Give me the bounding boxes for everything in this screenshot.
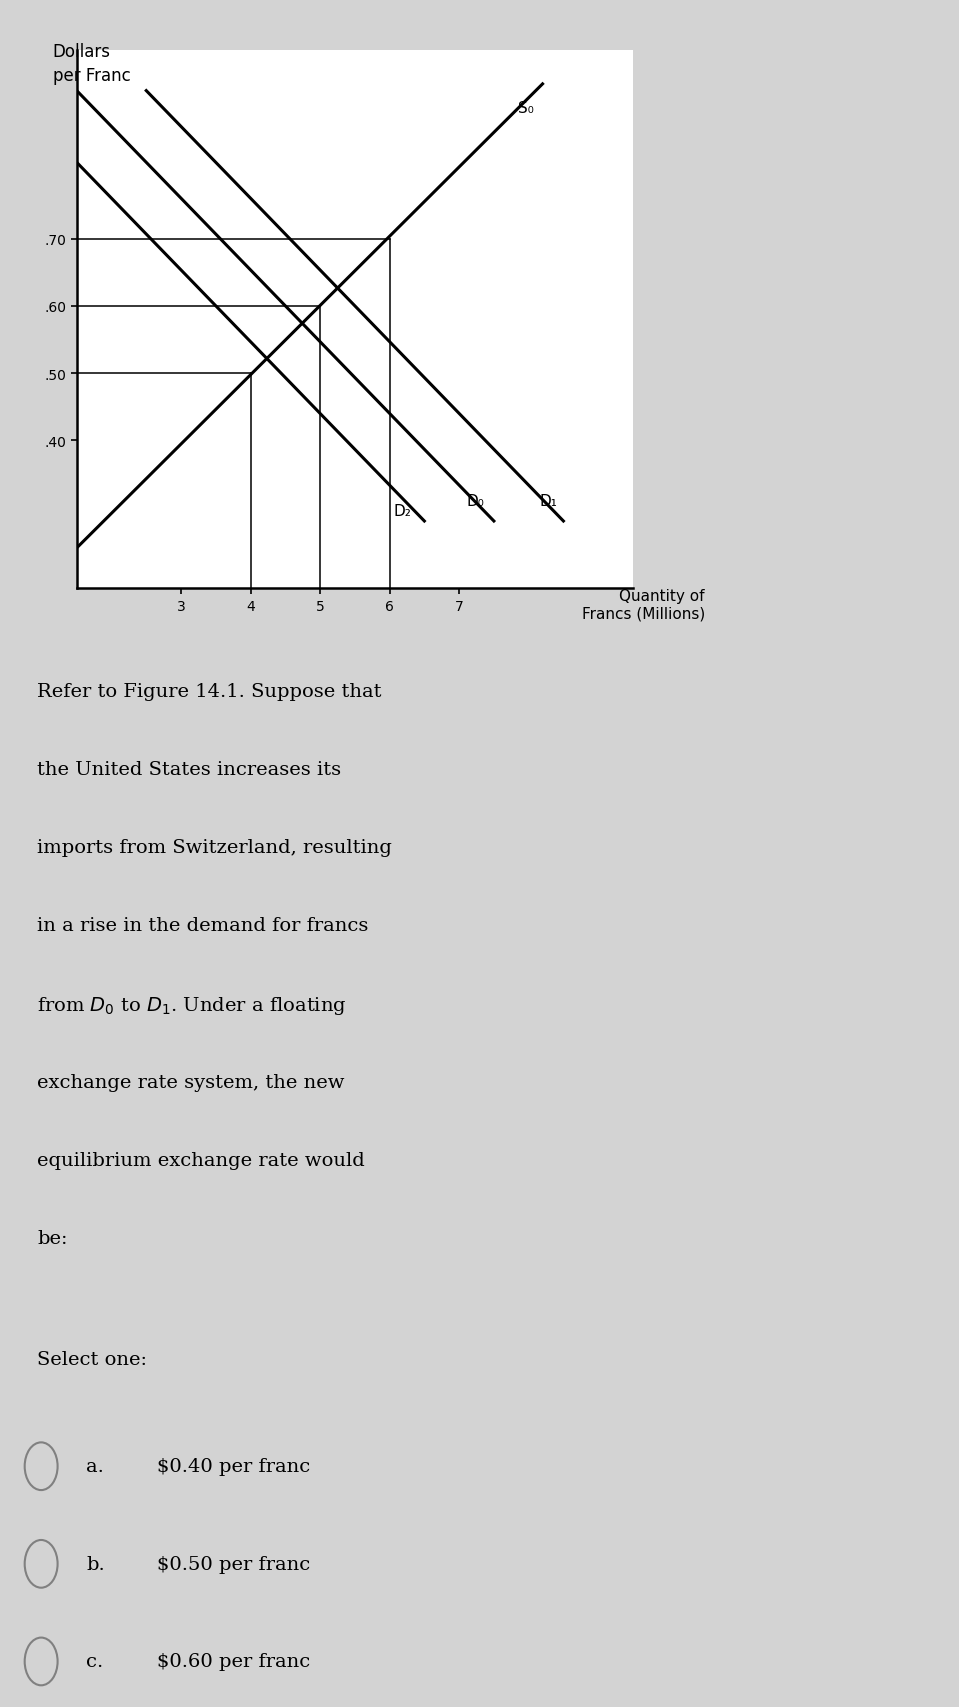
Text: b.: b. bbox=[86, 1555, 105, 1572]
Text: imports from Switzerland, resulting: imports from Switzerland, resulting bbox=[37, 838, 392, 857]
Text: per Franc: per Franc bbox=[53, 67, 130, 85]
Text: exchange rate system, the new: exchange rate system, the new bbox=[37, 1074, 345, 1091]
Text: Select one:: Select one: bbox=[37, 1350, 148, 1369]
Text: $0.50 per franc: $0.50 per franc bbox=[157, 1555, 311, 1572]
Text: a.: a. bbox=[86, 1458, 104, 1475]
Text: c.: c. bbox=[86, 1652, 104, 1671]
Text: equilibrium exchange rate would: equilibrium exchange rate would bbox=[37, 1151, 365, 1169]
Text: in a rise in the demand for francs: in a rise in the demand for francs bbox=[37, 917, 369, 935]
Text: the United States increases its: the United States increases its bbox=[37, 761, 341, 778]
Text: D₀: D₀ bbox=[466, 493, 484, 509]
Text: Dollars: Dollars bbox=[53, 43, 110, 61]
Text: D₁: D₁ bbox=[539, 493, 557, 509]
Text: be:: be: bbox=[37, 1229, 68, 1248]
Text: Quantity of
Francs (Millions): Quantity of Francs (Millions) bbox=[581, 589, 705, 621]
Text: Refer to Figure 14.1. Suppose that: Refer to Figure 14.1. Suppose that bbox=[37, 683, 382, 700]
Text: D₂: D₂ bbox=[393, 504, 411, 519]
Text: $0.40 per franc: $0.40 per franc bbox=[157, 1458, 311, 1475]
Text: $0.60 per franc: $0.60 per franc bbox=[157, 1652, 311, 1671]
Text: from $D_0$ to $D_1$. Under a floating: from $D_0$ to $D_1$. Under a floating bbox=[37, 995, 347, 1017]
Text: S₀: S₀ bbox=[518, 101, 534, 116]
